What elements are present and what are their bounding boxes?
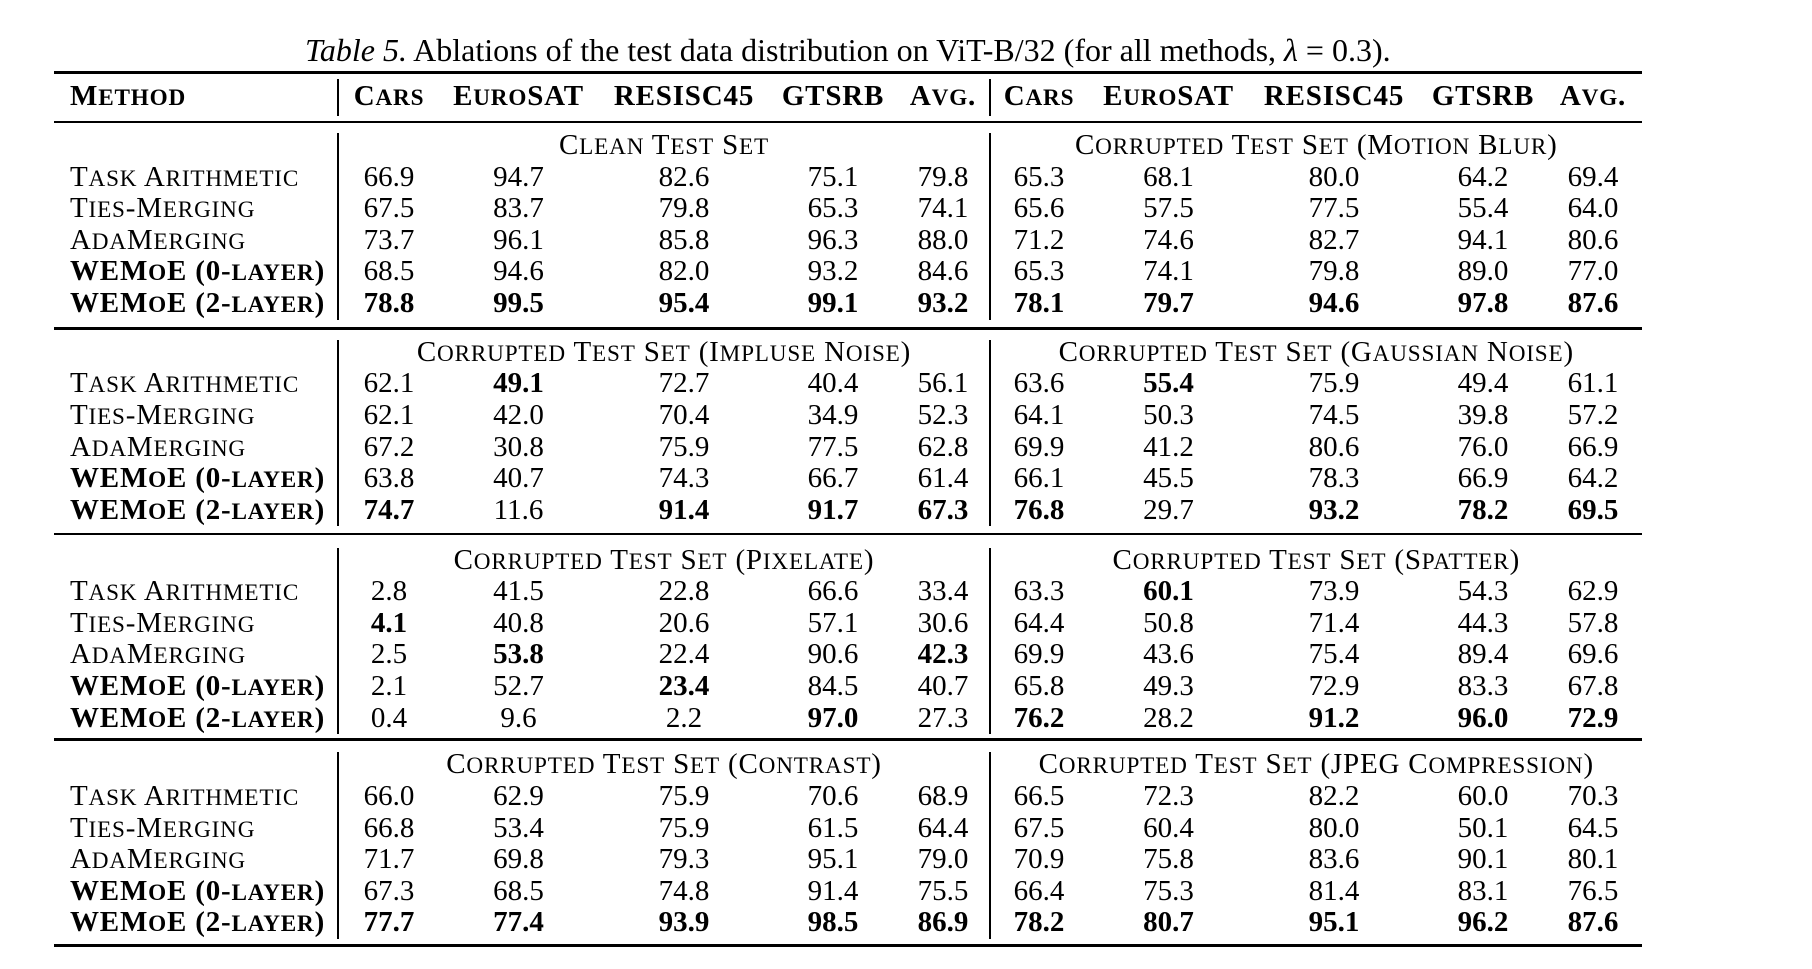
vertical-rule-middle-header xyxy=(988,79,991,116)
row-label: WEMOE (0-LAYER) xyxy=(70,255,326,288)
caption-italic-segment: Table 5. xyxy=(304,32,407,69)
caption-segment: Ablations of the test data distribution … xyxy=(406,32,1285,69)
row-label: TIES-MERGING xyxy=(70,192,256,225)
row-label: WEMOE (2-LAYER) xyxy=(70,493,326,526)
column-header-left-cars: CARS xyxy=(353,80,425,113)
column-header-left-avg: AVG. xyxy=(909,80,977,113)
row-label: WEMOE (2-LAYER) xyxy=(70,701,326,734)
vertical-rule-method-block3 xyxy=(337,547,340,735)
vertical-rule-method-block1 xyxy=(337,133,340,320)
row-label: WEMOE (2-LAYER) xyxy=(70,906,326,939)
row-label: TASK ARITHMETIC xyxy=(70,160,300,193)
section-title: CORRUPTED TEST SET (PIXELATE) xyxy=(453,543,875,576)
vertical-rule-method-block2 xyxy=(337,339,340,527)
row-label: WEMOE (0-LAYER) xyxy=(70,670,326,702)
column-header-right-eurosat: EUROSAT xyxy=(1103,80,1234,113)
table-top-rule xyxy=(54,71,1642,75)
vertical-rule-method-header xyxy=(337,79,340,116)
block-separator-rule-1 xyxy=(54,326,1642,330)
section-title: CLEAN TEST SET xyxy=(559,129,769,161)
vertical-rule-middle-block2 xyxy=(988,339,991,527)
vertical-rule-middle-block4 xyxy=(988,752,991,939)
row-label: TASK ARITHMETIC xyxy=(70,575,300,608)
row-label: TIES-MERGING xyxy=(70,606,256,639)
column-header-right-avg: AVG. xyxy=(1559,80,1627,113)
row-label: ADAMERGING xyxy=(70,430,246,463)
section-title: CORRUPTED TEST SET (CONTRAST) xyxy=(446,748,882,781)
section-title: CORRUPTED TEST SET (MOTION BLUR) xyxy=(1074,129,1558,161)
vertical-rule-method-block4 xyxy=(337,752,340,939)
column-header-left-eurosat: EUROSAT xyxy=(453,80,584,113)
section-title: CORRUPTED TEST SET (GAUSSIAN NOISE) xyxy=(1058,335,1574,368)
row-label: WEMOE (2-LAYER) xyxy=(70,287,326,319)
section-title: CORRUPTED TEST SET (IMPLUSE NOISE) xyxy=(416,335,912,368)
caption-italic-segment: λ xyxy=(1284,32,1298,69)
row-label: WEMOE (0-LAYER) xyxy=(70,462,326,495)
header-separator-rule xyxy=(54,121,1642,124)
vertical-rule-middle-block1 xyxy=(988,133,991,320)
caption-segment: = 0.3). xyxy=(1297,32,1391,69)
section-title: CORRUPTED TEST SET (JPEG COMPRESSION) xyxy=(1038,748,1594,781)
column-header-method: METHOD xyxy=(70,80,186,113)
column-header-right-cars: CARS xyxy=(1003,80,1075,113)
row-label: ADAMERGING xyxy=(70,223,246,256)
row-label: ADAMERGING xyxy=(70,638,246,671)
row-label: TIES-MERGING xyxy=(70,811,256,844)
block-separator-rule-3 xyxy=(54,737,1642,741)
table-bottom-rule xyxy=(54,943,1642,948)
row-label: TIES-MERGING xyxy=(70,399,256,431)
row-label: ADAMERGING xyxy=(70,843,246,876)
row-label: WEMOE (0-LAYER) xyxy=(70,874,326,907)
row-label: TASK ARITHMETIC xyxy=(70,779,300,812)
section-title: CORRUPTED TEST SET (SPATTER) xyxy=(1112,543,1521,576)
row-label: TASK ARITHMETIC xyxy=(70,367,300,400)
vertical-rule-middle-block3 xyxy=(988,547,991,735)
block-separator-rule-2 xyxy=(54,532,1642,536)
